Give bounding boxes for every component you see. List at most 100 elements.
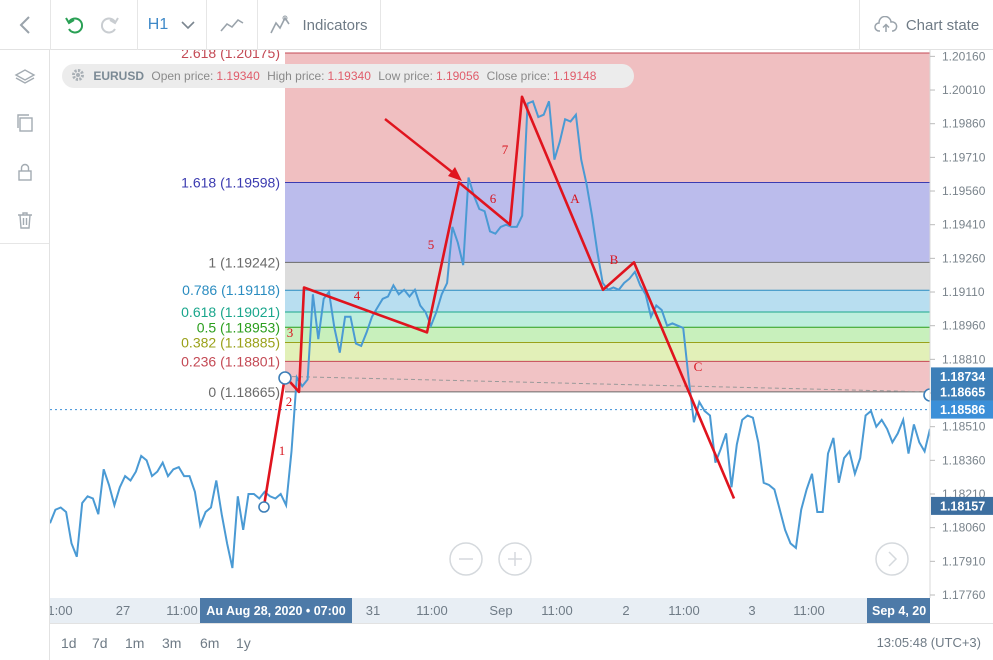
price-marker xyxy=(931,496,993,515)
price-tick-label: 1.19710 xyxy=(942,150,986,164)
fib-level-label: 0.786 (1.19118) xyxy=(182,282,280,298)
fib-level-label: 0.618 (1.19021) xyxy=(181,304,280,320)
back-button[interactable] xyxy=(0,0,50,50)
gear-icon[interactable] xyxy=(70,67,86,83)
fib-level-label: 0.382 (1.18885) xyxy=(181,335,280,351)
annotation-arrow[interactable] xyxy=(384,118,462,181)
clock: 13:05:48 (UTC+3) xyxy=(876,635,981,650)
ohlc-info-bar: EURUSD Open price: 1.19340 High price: 1.1… xyxy=(62,64,634,88)
price-tick-label: 1.18960 xyxy=(942,319,986,333)
svg-text:Au Aug 28, 2020 • 07:00: Au Aug 28, 2020 • 07:00 xyxy=(206,604,345,618)
wave-label: 4 xyxy=(354,288,361,303)
back-chevron-icon xyxy=(19,16,30,34)
chart-state-label: Chart state xyxy=(905,16,980,34)
period-3m[interactable]: 3m xyxy=(162,635,182,651)
period-6m[interactable]: 6m xyxy=(200,635,220,651)
zoom-in-button[interactable] xyxy=(498,542,532,576)
undo-button[interactable] xyxy=(60,0,90,50)
scroll-right-button[interactable] xyxy=(875,542,909,576)
price-marker-label: 1.18665 xyxy=(940,385,985,399)
layers-button[interactable] xyxy=(0,56,49,96)
chart-type-icon xyxy=(220,18,244,32)
low-label: Low price: xyxy=(378,69,433,83)
anchor-handle-2[interactable] xyxy=(278,371,292,385)
high-value: 1.19340 xyxy=(327,69,371,83)
time-tick-label: 1:00 xyxy=(50,603,73,618)
close-value: 1.19148 xyxy=(553,69,597,83)
time-highlight-right: Sep 4, 20 xyxy=(867,598,930,623)
wave-label: 1 xyxy=(279,443,286,458)
fib-zone xyxy=(285,182,930,263)
fib-level-label: 2.618 (1.20175) xyxy=(181,50,280,61)
indicators-button[interactable]: Indicators xyxy=(258,0,380,50)
price-tick-label: 1.19410 xyxy=(942,218,986,232)
price-tick-label: 1.17760 xyxy=(942,588,986,602)
price-tick-label: 1.18510 xyxy=(942,420,986,434)
fib-level-label: 0 (1.18665) xyxy=(208,384,280,400)
price-tick-label: 1.19860 xyxy=(942,117,986,131)
wave-labels: 1 2 3 4 5 6 7 A B C xyxy=(279,142,703,458)
fibonacci-labels: 2.618 (1.20175) 1.618 (1.19598) 1 (1.19242… xyxy=(181,50,280,400)
cloud-upload-icon xyxy=(874,16,898,32)
price-tick-label: 1.18810 xyxy=(942,352,986,366)
wave-label: 6 xyxy=(490,191,497,206)
time-tick-label: 11:00 xyxy=(793,603,825,618)
low-value: 1.19056 xyxy=(435,69,480,83)
chevron-down-icon xyxy=(181,21,195,30)
wave-label: 3 xyxy=(287,325,294,340)
fib-zone xyxy=(285,290,930,312)
period-1y[interactable]: 1y xyxy=(236,635,251,651)
wave-label: 2 xyxy=(286,394,293,409)
lock-button[interactable] xyxy=(0,152,49,192)
period-1m[interactable]: 1m xyxy=(125,635,145,651)
time-tick-label: 3 xyxy=(748,603,755,618)
price-tick-label: 1.19110 xyxy=(942,285,985,299)
reference-dashed-line xyxy=(284,375,931,393)
period-7d[interactable]: 7d xyxy=(92,635,108,651)
elliott-wave-zigzag[interactable] xyxy=(262,95,736,507)
price-marker xyxy=(931,400,993,419)
price-tick-label: 1.18060 xyxy=(942,521,986,535)
open-label: Open price: xyxy=(151,69,214,83)
period-1d[interactable]: 1d xyxy=(61,635,77,651)
lock-icon xyxy=(17,163,32,181)
time-tick-label: 27 xyxy=(116,603,130,618)
indicators-icon xyxy=(270,15,291,34)
toolbar: H1 Indicators Chart state xyxy=(0,0,993,50)
fib-level-label: 0.236 (1.18801) xyxy=(181,353,280,369)
price-marker-label: 1.18586 xyxy=(940,403,985,417)
wave-label: 5 xyxy=(428,237,435,252)
time-tick-label: 11:00 xyxy=(166,603,198,618)
price-chart[interactable]: 2.618 (1.20175) 1.618 (1.19598) 1 (1.19242… xyxy=(50,50,993,623)
price-marker xyxy=(931,382,993,401)
price-marker-label: 1.18734 xyxy=(940,370,985,384)
fib-level-label: 1.618 (1.19598) xyxy=(181,174,280,190)
symbol-label: EURUSD xyxy=(93,69,145,83)
wave-label: B xyxy=(610,252,619,267)
chart-type-button[interactable] xyxy=(207,0,257,50)
high-label: High price: xyxy=(267,69,325,83)
layers-icon xyxy=(14,69,35,84)
time-tick-label: 11:00 xyxy=(541,603,573,618)
svg-text:Sep 4, 20: Sep 4, 20 xyxy=(872,604,926,618)
redo-button[interactable] xyxy=(94,0,124,50)
close-label: Close price: xyxy=(486,69,551,83)
chart-state-button[interactable]: Chart state xyxy=(860,0,993,50)
fib-level-label: 1 (1.19242) xyxy=(208,254,280,270)
time-tick-label: 31 xyxy=(366,603,380,618)
timeframe-select[interactable]: H1 xyxy=(138,0,206,50)
indicators-label: Indicators xyxy=(302,16,368,34)
fib-level-label: 0.5 (1.18953) xyxy=(197,319,280,335)
time-tick-label: 11:00 xyxy=(668,603,700,618)
wave-label: 7 xyxy=(502,142,509,157)
left-sidebar xyxy=(0,50,50,660)
price-tick-label: 1.20010 xyxy=(942,83,986,97)
undo-icon xyxy=(65,17,83,34)
delete-button[interactable] xyxy=(0,200,49,240)
timeframe-label: H1 xyxy=(147,16,169,33)
price-tick-label: 1.17910 xyxy=(942,554,986,568)
copy-button[interactable] xyxy=(0,103,49,143)
zoom-out-button[interactable] xyxy=(449,542,483,576)
open-value: 1.19340 xyxy=(216,69,260,83)
anchor-handle-1[interactable] xyxy=(258,501,270,513)
